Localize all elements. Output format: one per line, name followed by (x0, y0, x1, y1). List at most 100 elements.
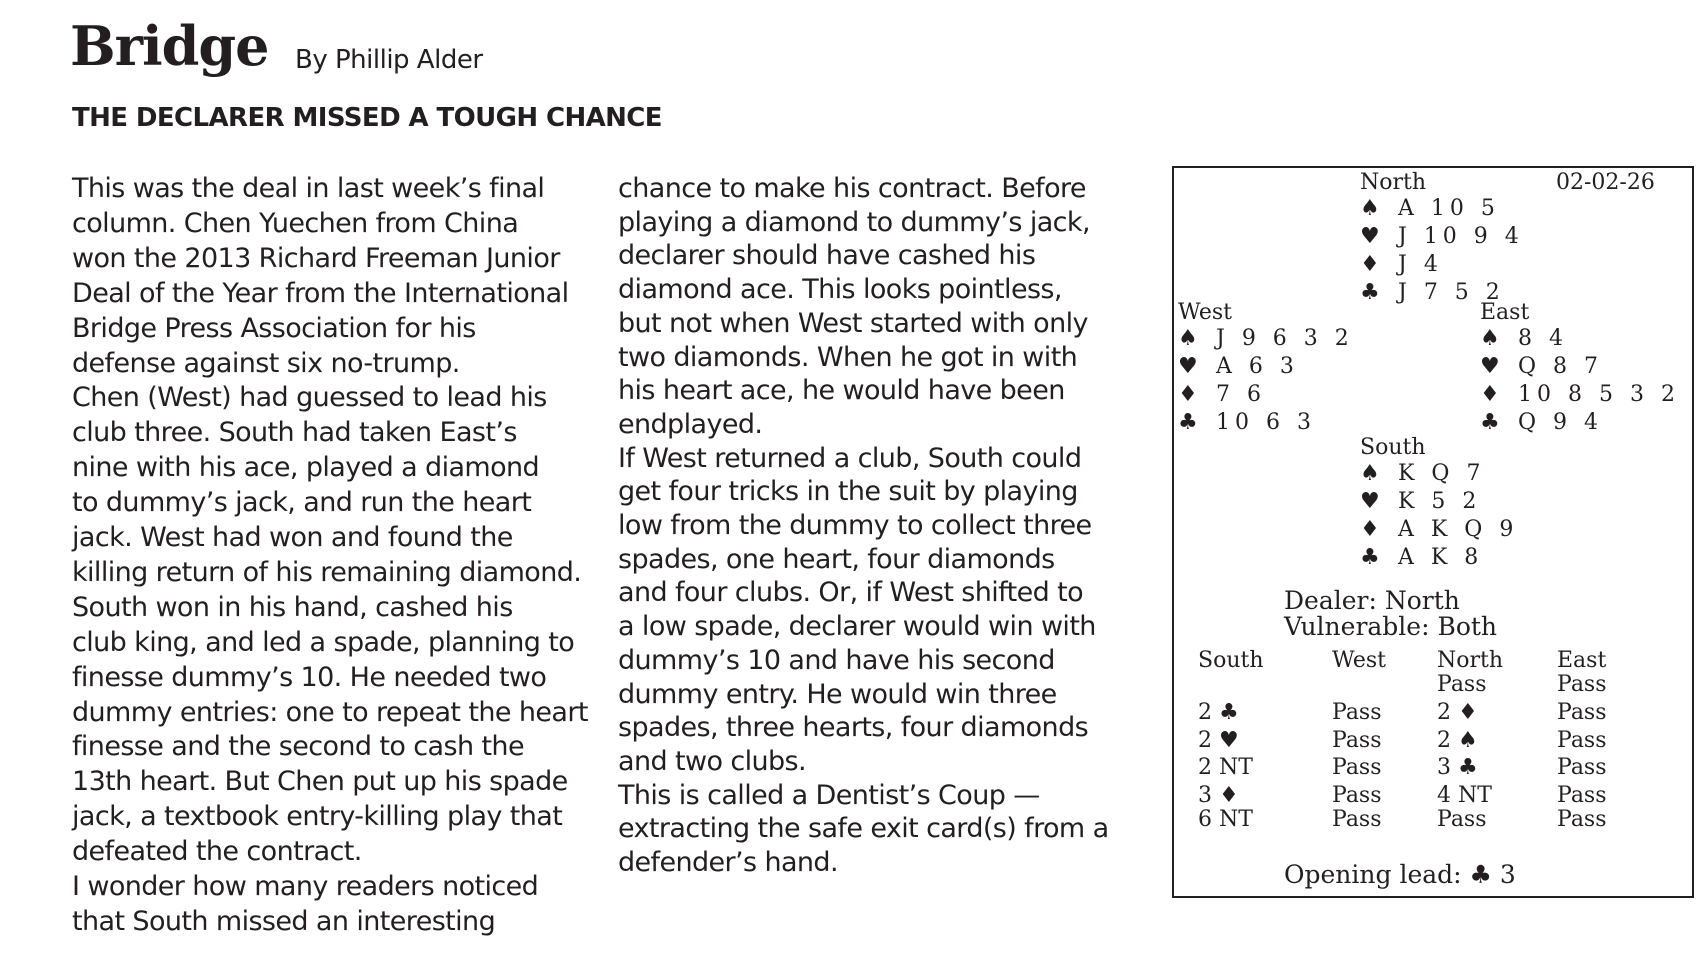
auction-call: 2 ♦ (1437, 700, 1478, 725)
cards: Q 9 4 (1518, 410, 1604, 435)
suit-symbol: ♥ (1480, 354, 1500, 379)
cards: J 9 6 3 2 (1216, 326, 1354, 351)
auction-header: East (1557, 648, 1607, 673)
text-line: I wonder how many readers noticed (72, 871, 539, 902)
text-line: dummy entry. He would win three (618, 678, 1057, 710)
auction-call: 3 ♦ (1198, 783, 1239, 808)
text-line: club three. South had taken East’s (72, 417, 517, 449)
text-line: get four tricks in the suit by playing (618, 476, 1078, 508)
text-line: and two clubs. (618, 745, 807, 777)
text-line: If West returned a club, South could (618, 442, 1082, 474)
cards: A 10 5 (1398, 196, 1500, 221)
title: Bridge (70, 14, 269, 78)
text-line: defeated the contract. (72, 836, 362, 868)
text-line: a low spade, declarer would win with (618, 611, 1096, 643)
cards: 10 6 3 (1216, 410, 1316, 435)
text-line: won the 2013 Richard Freeman Junior (72, 242, 560, 274)
auction-call: Pass (1557, 672, 1607, 697)
auction-call: Pass (1557, 700, 1607, 725)
text-line: low from the dummy to collect three (618, 510, 1092, 541)
auction-header: West (1332, 648, 1386, 673)
auction-call: Pass (1557, 783, 1607, 808)
cards: Q 8 7 (1518, 354, 1604, 379)
cards: J 10 9 4 (1398, 224, 1524, 249)
cards: 10 8 5 3 2 (1518, 382, 1680, 407)
auction-call: Pass (1332, 755, 1382, 780)
text-line: finesse and the second to cash the (72, 731, 525, 763)
hand-label: East (1480, 300, 1530, 325)
text-line: spades, three hearts, four diamonds (618, 712, 1089, 744)
hand-label: West (1178, 300, 1232, 325)
auction-call: Pass (1557, 807, 1607, 832)
dealer: Dealer: North (1284, 586, 1460, 615)
text-line: his heart ace, he would have been (618, 375, 1065, 407)
cards: 8 4 (1518, 326, 1568, 351)
cards: K 5 2 (1398, 489, 1482, 514)
suit-symbol: ♦ (1480, 382, 1500, 407)
text-line: dummy’s 10 and have his second (618, 644, 1055, 676)
auction-call: Pass (1437, 807, 1487, 832)
text-line: Chen (West) had guessed to lead his (72, 382, 547, 414)
text-line: finesse dummy’s 10. He needed two (72, 661, 547, 693)
cards: A K Q 9 (1398, 517, 1519, 542)
text-line: South won in his hand, cashed his (72, 591, 513, 623)
deal-box (1172, 166, 1694, 898)
auction-call: 3 ♣ (1437, 755, 1478, 780)
suit-symbol: ♣ (1178, 410, 1198, 435)
auction-call: 2 ♣ (1198, 700, 1239, 725)
text-line: defense against six no-trump. (72, 347, 460, 379)
date: 02-02-26 (1556, 170, 1655, 195)
cards: J 7 5 2 (1398, 280, 1505, 305)
auction-call: Pass (1437, 672, 1487, 697)
text-line: spades, one heart, four diamonds (618, 543, 1055, 575)
text-line: Bridge Press Association for his (72, 312, 476, 344)
suit-symbol: ♦ (1360, 252, 1380, 277)
text-line: defender’s hand. (618, 847, 839, 878)
cards: J 4 (1398, 252, 1443, 277)
text-line: playing a diamond to dummy’s jack, (618, 206, 1091, 238)
hand-label: North (1360, 170, 1427, 195)
text-line: endplayed. (618, 408, 763, 440)
auction-call: 4 NT (1437, 783, 1492, 808)
suit-symbol: ♠ (1480, 326, 1500, 351)
text-line: jack, a textbook entry-killing play that (72, 801, 563, 833)
opening-lead: Opening lead: ♣ 3 (1284, 860, 1516, 889)
suit-symbol: ♠ (1360, 461, 1380, 486)
suit-symbol: ♣ (1360, 280, 1380, 305)
auction-call: 2 ♥ (1198, 728, 1239, 753)
text-line: that South missed an interesting (72, 905, 496, 937)
text-line: jack. West had won and found the (72, 522, 513, 553)
text-line: extracting the safe exit card(s) from a (618, 813, 1109, 845)
cards: A K 8 (1398, 545, 1484, 570)
suit-symbol: ♥ (1360, 489, 1380, 514)
suit-symbol: ♦ (1178, 382, 1198, 407)
byline: By Phillip Alder (295, 45, 483, 75)
suit-symbol: ♥ (1178, 354, 1198, 379)
text-line: and four clubs. Or, if West shifted to (618, 577, 1084, 609)
auction-call: Pass (1332, 728, 1382, 753)
headline: THE DECLARER MISSED A TOUGH CHANCE (72, 103, 663, 133)
text-line: This is called a Dentist’s Coup — (618, 779, 1040, 811)
auction-call: 2 NT (1198, 755, 1253, 780)
suit-symbol: ♣ (1480, 410, 1500, 435)
auction-call: 2 ♠ (1437, 728, 1478, 753)
text-line: 13th heart. But Chen put up his spade (72, 766, 568, 798)
text-line: but not when West started with only (618, 307, 1088, 339)
cards: 7 6 (1216, 382, 1266, 407)
text-line: diamond ace. This looks pointless, (618, 274, 1062, 306)
suit-symbol: ♠ (1178, 326, 1198, 351)
text-line: declarer should have cashed his (618, 240, 1036, 272)
suit-symbol: ♥ (1360, 224, 1380, 249)
text-line: This was the deal in last week’s final (72, 173, 545, 204)
text-line: dummy entries: one to repeat the heart (72, 696, 588, 728)
text-line: Deal of the Year from the International (72, 277, 569, 309)
text-line: club king, and led a spade, planning to (72, 626, 575, 658)
cards: A 6 3 (1216, 354, 1299, 379)
text-line: killing return of his remaining diamond. (72, 556, 582, 588)
suit-symbol: ♠ (1360, 196, 1380, 221)
text-line: nine with his ace, played a diamond (72, 452, 540, 484)
text-line: column. Chen Yuechen from China (72, 207, 519, 239)
hand-label: South (1360, 435, 1426, 460)
auction-call: Pass (1332, 807, 1382, 832)
